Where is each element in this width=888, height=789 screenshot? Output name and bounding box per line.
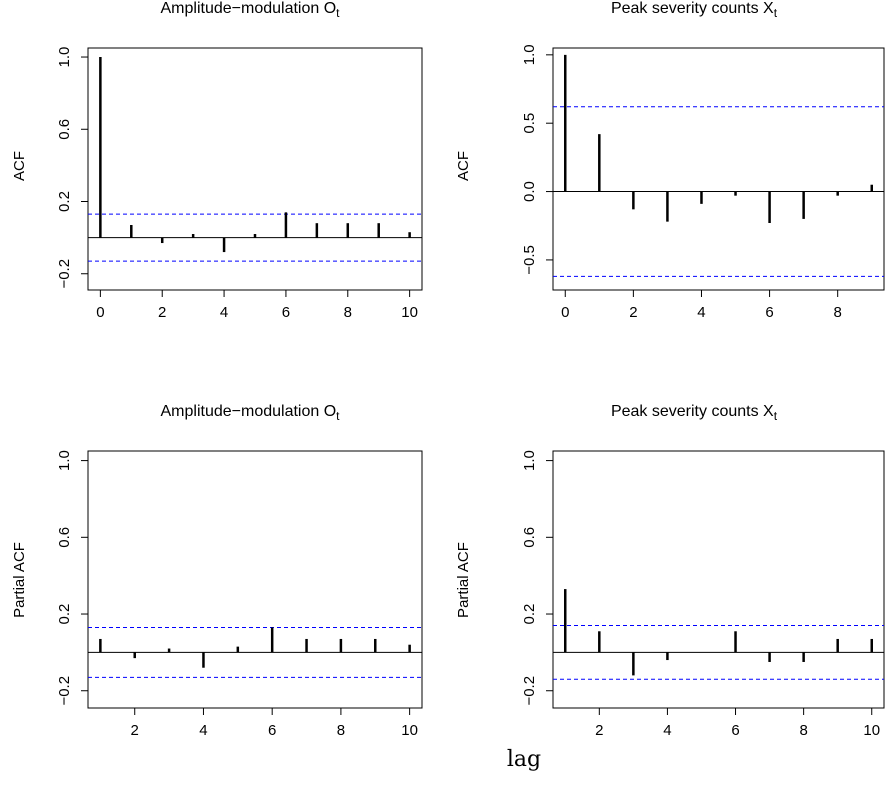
panel-title: Peak severity counts Xt — [611, 0, 778, 20]
plot-frame — [552, 47, 885, 291]
x-tick-label: 8 — [834, 304, 842, 321]
y-tick-label: 1.0 — [521, 450, 538, 471]
x-tick-label: 6 — [731, 722, 739, 739]
x-tick-label: 2 — [158, 304, 166, 321]
y-tick-label: 1.0 — [521, 44, 538, 65]
y-tick-label: 0.6 — [56, 119, 73, 140]
x-tick-label: 0 — [561, 304, 569, 321]
marks: 2 4 6 8 10 −0.2 0.2 0.6 1.0 — [56, 450, 422, 739]
y-tick-label: 0.2 — [56, 191, 73, 212]
x-tick-label: 6 — [282, 304, 290, 321]
y-axis-label: Partial ACF — [455, 542, 472, 618]
y-tick-label: 1.0 — [56, 47, 73, 68]
x-tick-label: 10 — [863, 722, 880, 739]
x-tick-label: 0 — [96, 304, 104, 321]
plot-frame — [87, 47, 423, 291]
x-tick-label: 6 — [765, 304, 773, 321]
plot-frame — [552, 450, 885, 709]
x-tick-label: 4 — [199, 722, 207, 739]
panel-acf-amplitude: Amplitude−modulation Ot ACF 0 2 4 6 8 10−0.20… — [11, 0, 423, 321]
y-tick-label: 0.5 — [521, 113, 538, 134]
marks: 0 2 4 6 8 −0.5 0.0 0.5 1.0 — [521, 44, 884, 321]
x-tick-label: 2 — [629, 304, 637, 321]
x-tick-label: 2 — [131, 722, 139, 739]
y-tick-label: −0.2 — [56, 676, 73, 706]
x-tick-label: 6 — [268, 722, 276, 739]
figure-x-label: lag — [507, 747, 541, 772]
y-tick-label: 0.2 — [56, 604, 73, 625]
panel-pacf-amplitude: Amplitude−modulation Ot Partial ACF 2 4 6 8… — [11, 403, 423, 739]
marks: 0 2 4 6 8 10 −0.2 0.2 0.6 1.0 — [56, 47, 422, 321]
y-tick-label: 0.2 — [521, 604, 538, 625]
y-tick-label: 1.0 — [56, 450, 73, 471]
y-axis-label: Partial ACF — [11, 542, 28, 618]
x-tick-label: 8 — [344, 304, 352, 321]
y-tick-label: 0.0 — [521, 181, 538, 202]
panel-pacf-peak: Peak severity counts Xt Partial ACF 2 4 6 8… — [455, 403, 885, 739]
marks: 2 4 6 8 10 −0.2 0.2 0.6 1.0 — [521, 450, 884, 739]
panel-title: Peak severity counts Xt — [611, 403, 778, 423]
x-tick-label: 2 — [595, 722, 603, 739]
y-axis-label: ACF — [11, 151, 28, 181]
y-tick-label: −0.2 — [521, 676, 538, 706]
y-tick-label: −0.5 — [521, 245, 538, 275]
panel-title: Amplitude−modulation Ot — [161, 403, 341, 423]
x-tick-label: 8 — [337, 722, 345, 739]
x-tick-label: 8 — [799, 722, 807, 739]
x-tick-label: 4 — [663, 722, 671, 739]
y-tick-label: 0.6 — [521, 527, 538, 548]
x-tick-label: 4 — [220, 304, 228, 321]
y-axis-label: ACF — [455, 151, 472, 181]
x-tick-label: 4 — [697, 304, 705, 321]
panel-title: Amplitude−modulation Ot — [161, 0, 341, 20]
panel-acf-peak: Peak severity counts Xt ACF 0 2 4 6 8 −0.5 0.0… — [455, 0, 885, 321]
plot-frame — [87, 450, 423, 709]
x-tick-label: 10 — [401, 304, 418, 321]
y-tick-label: −0.2 — [56, 259, 73, 289]
x-tick-label: 10 — [401, 722, 418, 739]
y-tick-label: 0.6 — [56, 527, 73, 548]
